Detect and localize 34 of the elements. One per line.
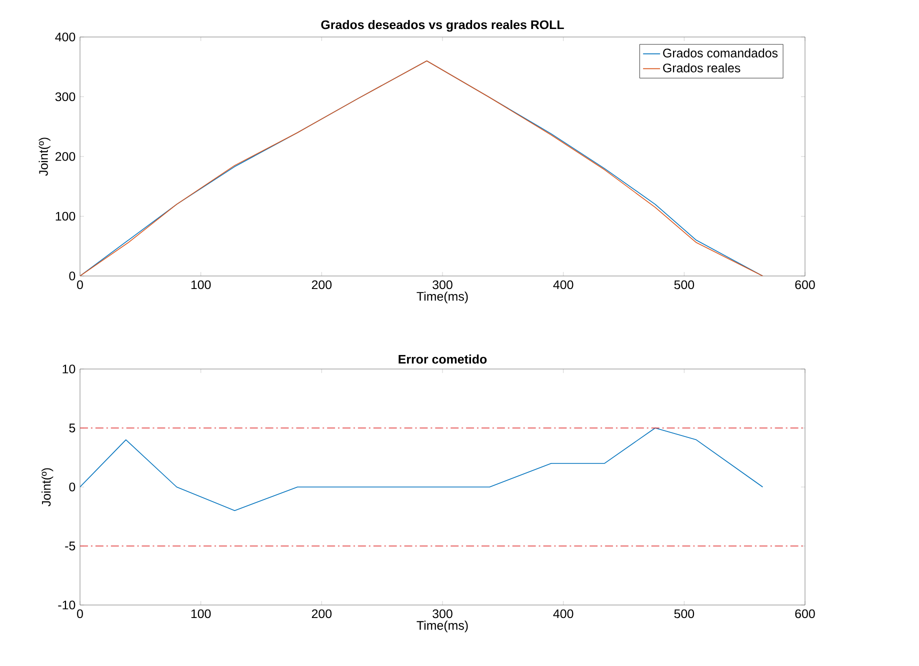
x-tick-label: 500 [674,280,694,290]
x-tick-label: 200 [312,609,332,618]
y-axis-title: Joint(º) [38,138,50,176]
y-tick-label: 0 [69,482,76,492]
x-tick-label: 500 [674,609,694,618]
x-tick-label: 400 [553,609,574,618]
y-tick-label: 400 [55,32,76,42]
y-tick-label: 100 [56,212,76,221]
y-tick-label: 200 [56,152,76,161]
chart-title: Grados deseados vs grados reales ROLL [321,20,564,32]
line-series [80,428,764,511]
x-tick-label: 400 [553,280,574,290]
x-tick-label: 100 [191,280,211,290]
x-tick-label: 0 [77,280,83,290]
legend-label: Grados comandados [663,48,778,58]
x-tick-label: 300 [432,609,452,618]
x-axis-title: Time(ms) [416,620,468,632]
y-tick-label: 0 [69,272,76,280]
y-tick-label: 10 [62,364,76,374]
x-tick-label: 600 [795,609,815,618]
x-tick-label: 200 [312,280,332,290]
y-tick-label: -5 [65,542,76,550]
y-axis-title: Joint(º) [42,468,54,506]
x-tick-label: 100 [191,609,211,618]
x-tick-label: 0 [77,609,83,618]
x-tick-label: 600 [795,280,815,290]
x-axis-title: Time(ms) [416,292,468,304]
line-series [80,60,764,276]
y-tick-label: -10 [58,600,76,610]
x-tick-label: 300 [432,280,452,290]
chart-title: Error cometido [398,354,487,364]
legend-label: Grados reales [663,63,740,72]
y-tick-label: 5 [69,424,76,432]
y-tick-label: 300 [55,92,76,102]
